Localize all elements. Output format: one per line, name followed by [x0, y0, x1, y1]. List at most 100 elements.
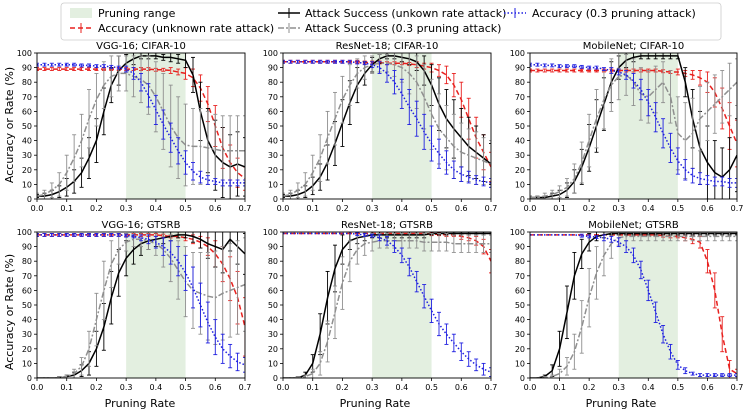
y-tick-label: 30 — [515, 151, 525, 160]
x-tick-label: 0.0 — [31, 383, 44, 392]
panel-5: 0 10 20 30 40 50 60 70 80 90 100 0.0 0.1 0.2 0.3 0.4 0.5… — [263, 220, 498, 392]
x-tick-label: 0.2 — [90, 204, 103, 213]
x-tick-label: 0.6 — [455, 204, 468, 213]
y-tick-label: 60 — [268, 107, 278, 116]
x-tick-label: 0.1 — [306, 383, 319, 392]
panel-title: ResNet-18; GTSRB — [341, 220, 433, 231]
y-tick-label: 0 — [273, 374, 278, 383]
series-line — [530, 235, 737, 378]
y-tick-label: 50 — [515, 301, 525, 310]
series-acc-03 — [283, 59, 491, 188]
x-tick-label: 0.1 — [553, 204, 566, 213]
series-group — [37, 53, 245, 199]
y-tick-label: 80 — [268, 78, 278, 87]
series-line — [530, 234, 737, 375]
panel-6: 0 10 20 30 40 50 60 70 80 90 100 0.0 0.1 0.2 0.3 0.4 0.5… — [510, 220, 744, 392]
legend-item-accuracy-03: Accuracy (0.3 pruning attack) — [504, 7, 696, 20]
x-tick-label: 0.0 — [31, 204, 44, 213]
y-tick-label: 10 — [268, 359, 278, 368]
series-group — [37, 232, 245, 378]
y-tick-label: 100 — [17, 49, 32, 58]
y-tick-label: 50 — [515, 122, 525, 131]
x-tick-label: 0.1 — [306, 204, 319, 213]
y-tick-label: 90 — [515, 243, 525, 252]
series-line — [283, 232, 491, 373]
panel-1: 0 10 20 30 40 50 60 70 80 90 100 0.0 0.1 0.2 0.3 0.4 0.5… — [17, 41, 252, 213]
y-tick-label: 20 — [22, 345, 32, 354]
x-tick-label: 0.4 — [149, 383, 162, 392]
y-tick-label: 30 — [22, 151, 32, 160]
y-tick-label: 30 — [268, 330, 278, 339]
y-tick-label: 20 — [268, 345, 278, 354]
y-tick-label: 40 — [515, 137, 525, 146]
y-tick-label: 100 — [263, 49, 278, 58]
x-tick-label: 0.7 — [239, 204, 252, 213]
y-tick-label: 30 — [268, 151, 278, 160]
legend-pruning-patch — [70, 8, 92, 18]
y-tick-label: 70 — [22, 272, 32, 281]
legend-item-pruning-range: Pruning range — [70, 7, 176, 20]
x-tick-label: 0.7 — [731, 383, 744, 392]
x-tick-label: 0.0 — [524, 204, 537, 213]
y-tick-label: 0 — [27, 374, 32, 383]
x-tick-label: 0.2 — [583, 383, 596, 392]
x-tick-label: 0.1 — [553, 383, 566, 392]
y-tick-label: 0 — [273, 195, 278, 204]
x-tick-label: 0.0 — [277, 204, 290, 213]
y-tick-label: 40 — [515, 316, 525, 325]
x-tick-label: 0.1 — [60, 204, 73, 213]
y-tick-label: 60 — [268, 286, 278, 295]
series-line — [530, 55, 737, 199]
y-tick-label: 100 — [510, 49, 525, 58]
y-tick-label: 60 — [22, 286, 32, 295]
y-tick-label: 30 — [515, 330, 525, 339]
y-tick-label: 10 — [22, 180, 32, 189]
series-line — [37, 63, 245, 184]
x-tick-label: 0.0 — [277, 383, 290, 392]
y-tick-label: 0 — [520, 195, 525, 204]
panel-title: MobileNet; CIFAR-10 — [583, 41, 684, 52]
x-axis-label-col2: Pruning Rate — [340, 397, 411, 410]
y-tick-label: 70 — [268, 93, 278, 102]
x-tick-label: 0.5 — [179, 204, 192, 213]
x-tick-label: 0.6 — [209, 204, 222, 213]
x-tick-label: 0.5 — [425, 204, 438, 213]
series-acc-03 — [283, 232, 491, 377]
x-tick-label: 0.3 — [366, 383, 379, 392]
x-tick-label: 0.6 — [455, 383, 468, 392]
x-tick-label: 0.2 — [336, 204, 349, 213]
y-tick-label: 10 — [515, 180, 525, 189]
series-group — [283, 232, 491, 378]
y-tick-label: 50 — [268, 301, 278, 310]
x-tick-label: 0.7 — [731, 204, 744, 213]
series-acc-03 — [530, 233, 737, 377]
series-group — [530, 232, 737, 378]
y-tick-label: 20 — [268, 166, 278, 175]
y-tick-label: 40 — [268, 316, 278, 325]
x-tick-label: 0.3 — [120, 204, 133, 213]
series-acc-03 — [37, 62, 245, 187]
series-line — [530, 234, 737, 376]
y-tick-label: 0 — [520, 374, 525, 383]
x-tick-label: 0.5 — [671, 204, 684, 213]
x-tick-label: 0.4 — [149, 204, 162, 213]
series-line — [283, 62, 491, 197]
y-tick-label: 20 — [515, 166, 525, 175]
series-group — [283, 53, 491, 199]
legend-label-pruning-range: Pruning range — [98, 7, 176, 20]
series-asr-03 — [530, 53, 737, 199]
y-tick-label: 10 — [268, 180, 278, 189]
pruning-range-band — [618, 232, 678, 378]
y-tick-label: 80 — [22, 78, 32, 87]
y-tick-label: 20 — [515, 345, 525, 354]
y-tick-label: 100 — [17, 228, 32, 237]
x-tick-label: 0.0 — [524, 383, 537, 392]
legend-item-accuracy-unknown: Accuracy (unknown rate attack) — [70, 22, 274, 35]
x-tick-label: 0.5 — [425, 383, 438, 392]
x-tick-label: 0.6 — [209, 383, 222, 392]
x-tick-label: 0.5 — [671, 383, 684, 392]
y-tick-label: 80 — [268, 257, 278, 266]
x-tick-label: 0.4 — [395, 383, 408, 392]
